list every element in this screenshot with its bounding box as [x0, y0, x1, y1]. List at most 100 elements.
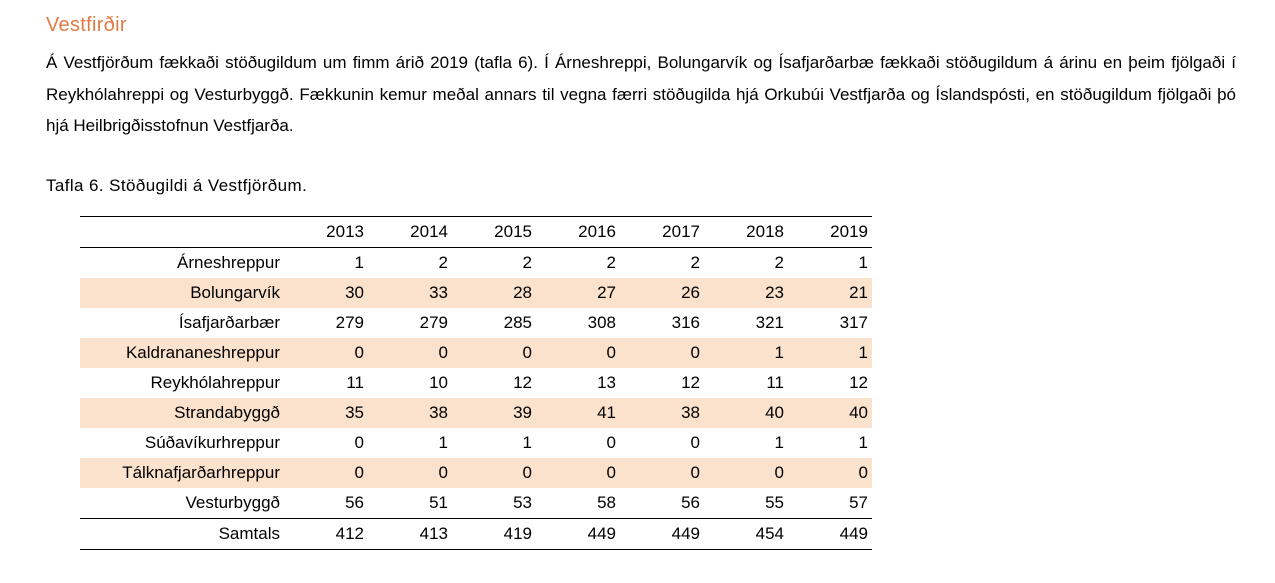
value-cell: 0	[536, 458, 620, 488]
value-cell: 55	[765, 493, 784, 512]
municipality-name: Tálknafjarðarhreppur	[80, 458, 284, 488]
value-cell: 0	[284, 338, 368, 368]
value-cell: 56	[345, 493, 364, 512]
section-paragraph: Á Vestfjörðum fækkaði stöðugildum um fim…	[46, 53, 1236, 135]
value-cell: 0	[452, 458, 536, 488]
value-cell: 23	[704, 278, 788, 308]
value-cell: 1	[354, 253, 364, 272]
value-cell: 0	[788, 458, 872, 488]
year-header: 2018	[746, 222, 784, 241]
value-cell: 38	[368, 398, 452, 428]
value-cell: 279	[419, 313, 448, 332]
municipality-name: Ísafjarðarbær	[178, 313, 280, 332]
value-cell: 39	[452, 398, 536, 428]
value-cell: 1	[438, 433, 448, 452]
value-cell: 0	[704, 458, 788, 488]
section-heading: Vestfirðir	[46, 14, 127, 36]
value-cell: 0	[284, 458, 368, 488]
value-cell: 2	[690, 253, 700, 272]
year-header: 2014	[410, 222, 448, 241]
value-cell: 0	[606, 433, 616, 452]
value-cell: 0	[620, 338, 704, 368]
value-cell: 0	[620, 458, 704, 488]
municipality-name: Vesturbyggð	[185, 493, 280, 512]
value-cell: 317	[839, 313, 868, 332]
total-value-cell: 449	[839, 524, 868, 543]
table-row: Reykhólahreppur 11 10 12 13 12 11 12	[80, 368, 872, 398]
header-row: 2013 2014 2015 2016 2017 2018 2019	[80, 217, 872, 248]
value-cell: 2	[438, 253, 448, 272]
value-cell: 12	[513, 373, 532, 392]
table-row: Strandabyggð 35 38 39 41 38 40 40	[80, 398, 872, 428]
value-cell: 2	[606, 253, 616, 272]
year-header: 2019	[830, 222, 868, 241]
table-header: 2013 2014 2015 2016 2017 2018 2019	[80, 217, 872, 248]
municipality-name: Kaldrananeshreppur	[80, 338, 284, 368]
value-cell: 0	[452, 338, 536, 368]
value-cell: 1	[788, 338, 872, 368]
value-cell: 56	[681, 493, 700, 512]
value-cell: 321	[755, 313, 784, 332]
value-cell: 30	[284, 278, 368, 308]
value-cell: 0	[536, 338, 620, 368]
value-cell: 0	[368, 338, 452, 368]
value-cell: 316	[671, 313, 700, 332]
value-cell: 28	[452, 278, 536, 308]
table-row: Vesturbyggð 56 51 53 58 56 55 57	[80, 488, 872, 519]
value-cell: 58	[597, 493, 616, 512]
value-cell: 26	[620, 278, 704, 308]
value-cell: 57	[849, 493, 868, 512]
total-value-cell: 412	[335, 524, 364, 543]
value-cell: 35	[284, 398, 368, 428]
table-row: Bolungarvík 30 33 28 27 26 23 21	[80, 278, 872, 308]
table-row: Tálknafjarðarhreppur 0 0 0 0 0 0 0	[80, 458, 872, 488]
year-header: 2015	[494, 222, 532, 241]
value-cell: 1	[858, 253, 868, 272]
value-cell: 53	[513, 493, 532, 512]
total-value-cell: 413	[419, 524, 448, 543]
municipality-name: Árneshreppur	[176, 253, 280, 272]
value-cell: 1	[774, 433, 784, 452]
value-cell: 1	[704, 338, 788, 368]
value-cell: 12	[849, 373, 868, 392]
value-cell: 33	[368, 278, 452, 308]
total-value-cell: 419	[503, 524, 532, 543]
value-cell: 41	[536, 398, 620, 428]
total-row: Samtals 412 413 419 449 449 454 449	[80, 518, 872, 550]
table-row: Kaldrananeshreppur 0 0 0 0 0 1 1	[80, 338, 872, 368]
total-label: Samtals	[218, 524, 280, 543]
value-cell: 27	[536, 278, 620, 308]
total-value-cell: 449	[587, 524, 616, 543]
municipality-name: Súðavíkurhreppur	[144, 433, 280, 452]
year-header: 2016	[578, 222, 616, 241]
value-cell: 1	[522, 433, 532, 452]
total-value-cell: 454	[755, 524, 784, 543]
municipality-name: Strandabyggð	[80, 398, 284, 428]
value-cell: 0	[690, 433, 700, 452]
year-header: 2013	[326, 222, 364, 241]
value-cell: 11	[766, 373, 784, 392]
municipality-name: Bolungarvík	[80, 278, 284, 308]
year-header: 2017	[662, 222, 700, 241]
table-body: Árneshreppur 1 2 2 2 2 2 1 Bolungarvík 3…	[80, 248, 872, 550]
value-cell: 13	[597, 373, 616, 392]
value-cell: 21	[788, 278, 872, 308]
total-value-cell: 449	[671, 524, 700, 543]
employment-table: 2013 2014 2015 2016 2017 2018 2019 Árnes…	[80, 216, 872, 550]
value-cell: 285	[503, 313, 532, 332]
header-corner-cell	[80, 217, 284, 248]
table-row: Súðavíkurhreppur 0 1 1 0 0 1 1	[80, 428, 872, 458]
value-cell: 1	[858, 433, 868, 452]
value-cell: 279	[335, 313, 364, 332]
value-cell: 38	[620, 398, 704, 428]
value-cell: 2	[522, 253, 532, 272]
table-caption: Tafla 6. Stöðugildi á Vestfjörðum.	[46, 176, 308, 195]
value-cell: 0	[368, 458, 452, 488]
municipality-name: Reykhólahreppur	[150, 373, 280, 392]
value-cell: 40	[788, 398, 872, 428]
value-cell: 10	[429, 373, 448, 392]
value-cell: 308	[587, 313, 616, 332]
value-cell: 51	[429, 493, 448, 512]
value-cell: 2	[774, 253, 784, 272]
value-cell: 40	[704, 398, 788, 428]
